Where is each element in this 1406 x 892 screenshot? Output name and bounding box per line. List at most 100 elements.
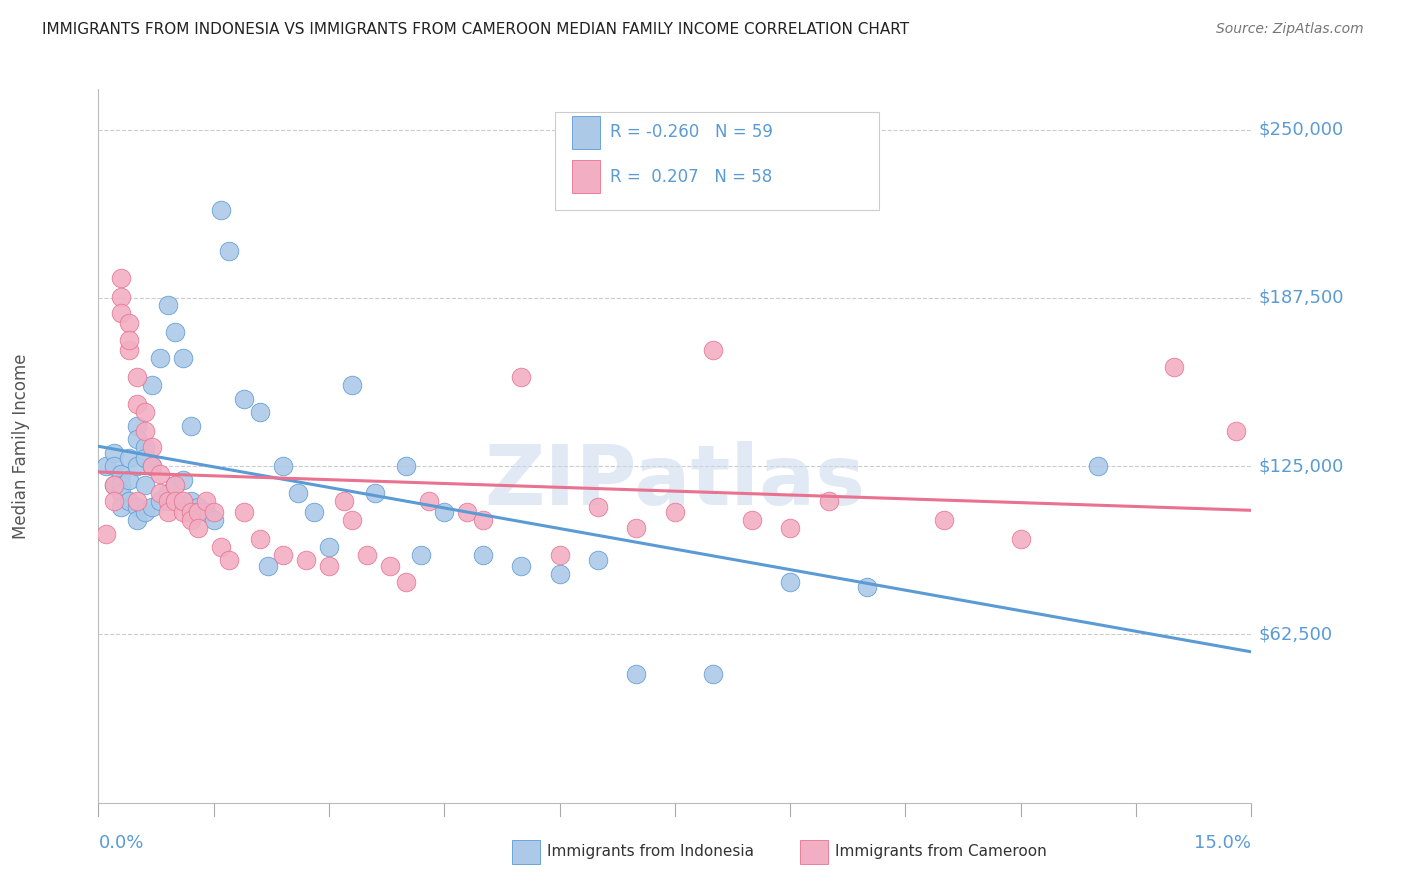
Point [134,405,156,419]
Point [103,478,125,492]
Point [134,505,156,519]
Point [209,203,232,218]
Point [180,513,202,527]
Point [411,548,433,562]
Point [118,343,141,358]
Point [141,459,163,474]
Point [156,486,179,500]
Point [702,343,724,358]
Point [110,500,132,514]
Point [149,351,172,366]
Point [103,446,125,460]
Point [395,574,418,589]
Text: R = -0.260   N = 59: R = -0.260 N = 59 [610,123,773,141]
Point [233,505,256,519]
Point [156,298,179,312]
Point [125,500,148,514]
Point [471,513,494,527]
Point [433,505,456,519]
Point [1087,459,1109,474]
Point [165,478,187,492]
Point [118,473,141,487]
Point [395,459,418,474]
Point [94,459,117,474]
Point [287,486,309,500]
Point [125,370,148,384]
Point [125,459,148,474]
Point [180,418,202,433]
Text: $62,500: $62,500 [1258,625,1333,643]
Text: 0.0%: 0.0% [98,834,143,852]
Point [103,459,125,474]
Point [172,505,194,519]
Point [510,370,533,384]
Point [256,558,278,573]
Point [856,580,879,594]
Point [340,513,363,527]
Point [626,666,648,681]
Text: Source: ZipAtlas.com: Source: ZipAtlas.com [1216,22,1364,37]
Point [333,494,356,508]
Point [172,494,194,508]
Point [548,566,571,581]
Point [110,467,132,482]
Point [118,333,141,347]
Point [172,351,194,366]
Point [271,548,294,562]
Point [187,500,209,514]
Point [141,441,163,455]
Text: R =  0.207   N = 58: R = 0.207 N = 58 [610,168,772,186]
Point [249,532,271,546]
Point [156,505,179,519]
Point [134,441,156,455]
Point [156,494,179,508]
Point [103,494,125,508]
Point [586,500,609,514]
Point [103,478,125,492]
Point [125,397,148,411]
Point [1163,359,1185,374]
Point [356,548,378,562]
Point [471,548,494,562]
Point [195,494,218,508]
Point [125,432,148,446]
Point [295,553,318,567]
Point [1225,424,1247,438]
Point [271,459,294,474]
Text: IMMIGRANTS FROM INDONESIA VS IMMIGRANTS FROM CAMEROON MEDIAN FAMILY INCOME CORRE: IMMIGRANTS FROM INDONESIA VS IMMIGRANTS … [42,22,910,37]
Point [165,494,187,508]
Text: Median Family Income: Median Family Income [13,353,30,539]
Point [318,540,340,554]
Point [340,378,363,392]
Text: $187,500: $187,500 [1258,289,1344,307]
Point [134,424,156,438]
Point [180,494,202,508]
Point [817,494,839,508]
Point [141,500,163,514]
Point [202,513,225,527]
Point [110,289,132,303]
Text: 15.0%: 15.0% [1194,834,1251,852]
Point [510,558,533,573]
Point [110,306,132,320]
Point [165,478,187,492]
Point [702,666,724,681]
Point [165,325,187,339]
Point [118,317,141,331]
Text: Immigrants from Indonesia: Immigrants from Indonesia [547,845,754,859]
Point [125,494,148,508]
Point [149,467,172,482]
Point [1010,532,1032,546]
Point [249,405,271,419]
Point [380,558,402,573]
Point [456,505,478,519]
Point [741,513,763,527]
Point [141,459,163,474]
Point [779,521,801,535]
Point [218,244,240,258]
Point [118,451,141,466]
Point [149,494,172,508]
Point [110,478,132,492]
Point [149,486,172,500]
Text: $125,000: $125,000 [1258,458,1344,475]
